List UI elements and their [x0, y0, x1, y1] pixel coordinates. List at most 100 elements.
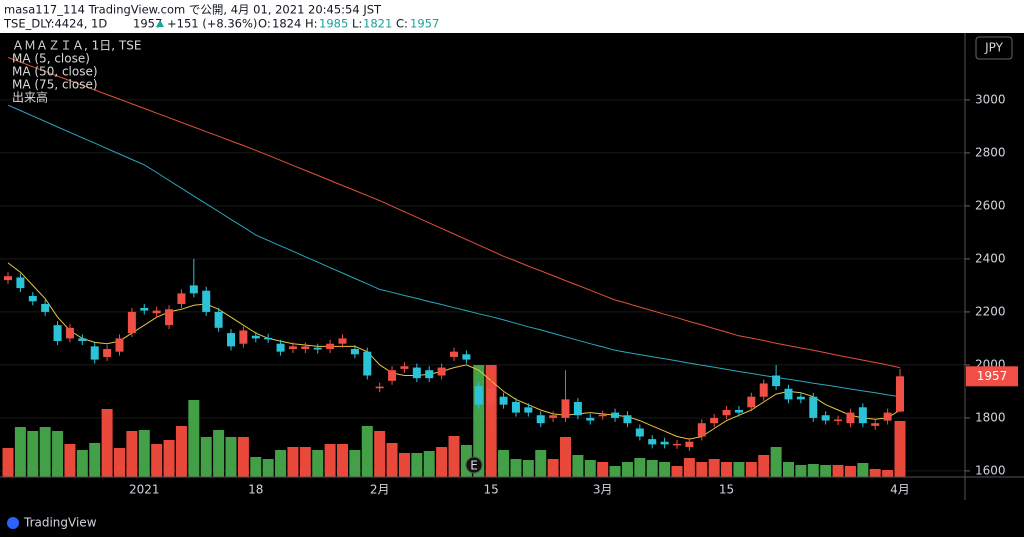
candle-body — [227, 333, 235, 347]
candle-body — [301, 346, 310, 350]
candle-body — [239, 330, 248, 344]
legend-title: ＡＭＡＺＩＡ, 1日, TSE — [12, 39, 141, 53]
volume-bar — [76, 450, 88, 477]
up-arrow — [156, 20, 164, 27]
ohlc-value: 1821 — [363, 17, 392, 31]
symbol: TSE_DLY:4424, 1D — [3, 17, 107, 31]
ohlc-value: 1985 — [319, 17, 348, 31]
candle-body — [772, 375, 781, 387]
y-tick-label: 2800 — [975, 145, 1006, 159]
candle-body — [474, 386, 483, 405]
volume-bar — [547, 459, 559, 477]
volume-bar — [894, 421, 906, 477]
volume-bar — [188, 400, 200, 477]
ohlc-label: L: — [352, 17, 362, 31]
volume-bar — [621, 462, 633, 477]
volume-bar — [423, 451, 435, 477]
legend-entry: MA (50, close) — [12, 65, 98, 79]
volume-bar — [584, 460, 596, 477]
candle-body — [561, 399, 570, 418]
volume-bar — [869, 469, 881, 477]
volume-bar — [634, 458, 646, 477]
volume-bar — [473, 365, 485, 477]
candle-body — [375, 386, 384, 389]
currency[interactable]: JPY — [984, 41, 1004, 55]
x-tick-label: 2021 — [129, 483, 160, 497]
volume-bar — [374, 431, 386, 477]
candle-body — [450, 351, 458, 357]
candle-body — [127, 311, 136, 334]
candle-body — [858, 407, 867, 424]
volume-bar — [510, 459, 522, 477]
candle-body — [871, 423, 880, 426]
volume-bar — [770, 447, 782, 477]
currency-box[interactable] — [975, 36, 1013, 60]
y-tick-label: 3000 — [975, 92, 1006, 106]
volume-bar — [844, 466, 856, 477]
volume-bar — [200, 437, 212, 477]
volume-bar — [696, 462, 708, 477]
volume-bar — [758, 455, 770, 477]
volume-bar — [287, 447, 299, 477]
volume-bar — [114, 448, 125, 477]
candle-body — [734, 409, 743, 413]
footer — [0, 500, 1024, 537]
volume-bar — [572, 455, 584, 477]
volume-bar — [324, 444, 336, 477]
volume-bar — [460, 445, 472, 477]
candle-body — [586, 417, 595, 421]
volume-bar — [101, 409, 113, 477]
volume-bar — [138, 430, 150, 477]
candle-body — [549, 415, 558, 418]
volume-bar — [64, 444, 76, 477]
volume-bar — [498, 450, 510, 477]
volume-bar — [560, 437, 571, 477]
ohlc-value: 1957 — [410, 17, 439, 31]
candle-body — [648, 439, 657, 445]
candle-body — [350, 349, 359, 355]
volume-bar — [89, 443, 101, 477]
volume-bar — [27, 431, 39, 477]
volume-bar — [151, 444, 163, 477]
volume-bar — [349, 450, 361, 477]
candle-body — [288, 346, 297, 350]
brand-logo — [7, 517, 19, 529]
volume-bar — [299, 447, 311, 477]
volume-bar — [175, 426, 187, 477]
ohlc-value: 1824 — [272, 17, 301, 31]
candle-body — [437, 367, 446, 376]
legend-entry: MA (75, close) — [12, 78, 98, 92]
volume-bar — [807, 464, 819, 477]
volume-bar — [448, 436, 460, 477]
volume-bar — [126, 431, 138, 477]
volume-bar — [733, 462, 745, 477]
candle-body — [90, 346, 99, 360]
volume-bar — [250, 457, 262, 477]
candle-body — [611, 412, 620, 418]
candle-body — [16, 277, 25, 289]
candle-body — [747, 396, 756, 408]
candle-body — [140, 307, 149, 311]
candle-body — [809, 396, 818, 418]
candle-body — [598, 414, 607, 417]
earnings-marker[interactable]: E — [470, 459, 478, 473]
candle-body — [214, 311, 223, 328]
candle-body — [846, 412, 855, 424]
candle-body — [189, 285, 198, 294]
volume-bar — [783, 462, 794, 477]
earnings-icon[interactable] — [465, 456, 483, 474]
x-tick-label: 2月 — [370, 483, 390, 497]
candle-body — [165, 309, 174, 326]
volume-bar — [535, 450, 547, 477]
y-tick-label: 1600 — [975, 463, 1006, 477]
candle-body — [511, 402, 520, 413]
candle-body — [41, 303, 50, 312]
volume-bar — [312, 450, 324, 477]
volume-bar — [361, 426, 373, 477]
candle-body — [499, 396, 508, 405]
brand: TradingView — [23, 516, 97, 530]
volume-bar — [398, 453, 410, 477]
candle-body — [400, 366, 409, 369]
candle-body — [202, 290, 211, 312]
